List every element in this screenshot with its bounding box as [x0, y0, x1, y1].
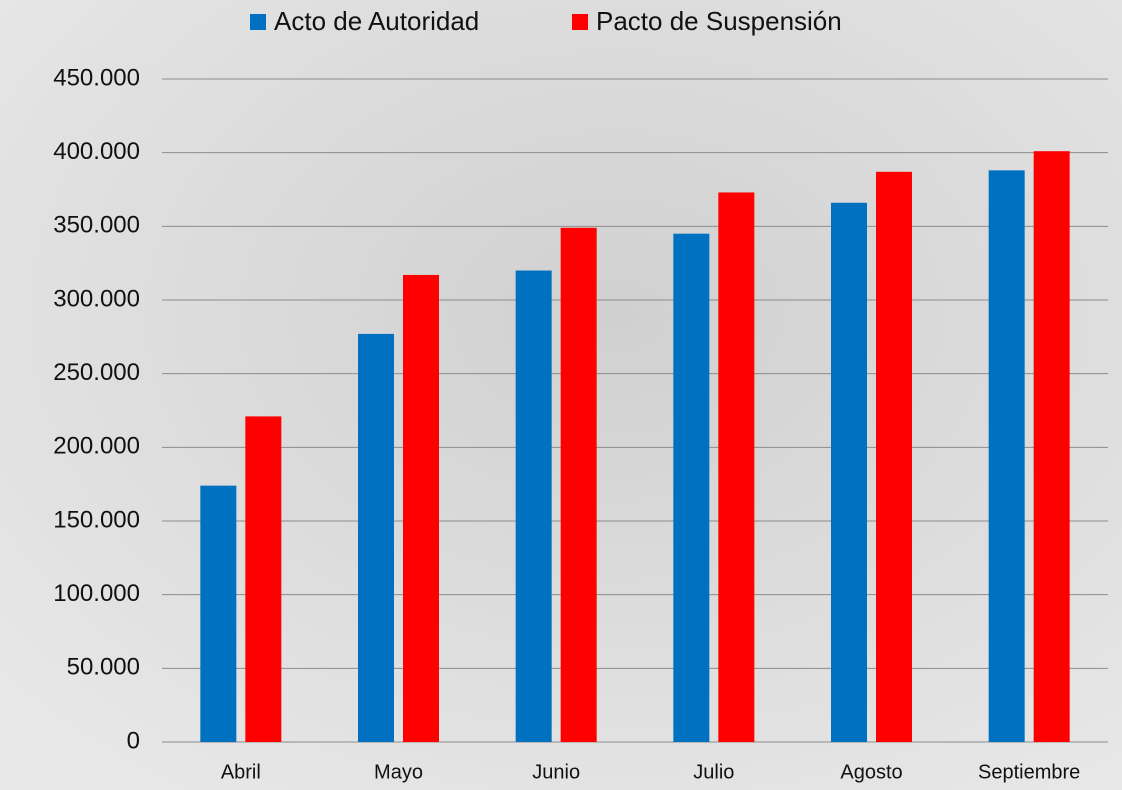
- chart: 0 50.000 100.000 150.000 200.000 250.000 300.0…: [0, 0, 1122, 790]
- y-tick-label: 450.000: [53, 64, 140, 91]
- x-tick-label: Agosto: [840, 761, 902, 783]
- bar: [516, 271, 552, 742]
- bar: [403, 275, 439, 742]
- y-tick-label: 200.000: [53, 433, 140, 460]
- x-tick-label: Mayo: [374, 761, 423, 783]
- bar: [1034, 151, 1070, 742]
- y-tick-label: 400.000: [53, 138, 140, 165]
- bar: [876, 172, 912, 742]
- y-tick-label: 50.000: [67, 654, 140, 681]
- bar: [200, 486, 236, 742]
- bar: [245, 416, 281, 742]
- bar: [358, 334, 394, 742]
- legend-label: Acto de Autoridad: [274, 6, 479, 36]
- bar: [561, 228, 597, 742]
- y-tick-label: 150.000: [53, 506, 140, 533]
- legend-swatch: [250, 14, 266, 30]
- bar: [673, 234, 709, 742]
- x-tick-label: Abril: [221, 761, 261, 783]
- y-tick-label: 300.000: [53, 285, 140, 312]
- y-tick-label: 350.000: [53, 212, 140, 239]
- x-tick-label: Septiembre: [978, 761, 1080, 783]
- legend-swatch: [572, 14, 588, 30]
- y-tick-label: 250.000: [53, 359, 140, 386]
- y-tick-label: 100.000: [53, 580, 140, 607]
- x-tick-label: Junio: [532, 761, 580, 783]
- x-tick-label: Julio: [693, 761, 734, 783]
- legend-label: Pacto de Suspensión: [596, 6, 842, 36]
- y-tick-label: 0: [127, 727, 140, 754]
- bar: [989, 170, 1025, 742]
- bar: [831, 203, 867, 742]
- bar: [718, 192, 754, 742]
